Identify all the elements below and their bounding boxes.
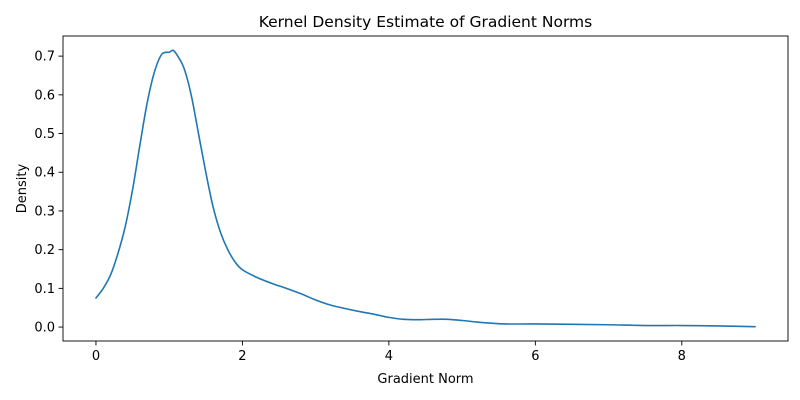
- y-tick-label: 0.0: [34, 321, 55, 336]
- x-tick-label: 2: [238, 349, 246, 364]
- y-axis-ticks: 0.0 0.1 0.2 0.3 0.4 0.5 0.6 0.7: [34, 50, 63, 336]
- y-axis-label: Density: [15, 163, 30, 213]
- y-tick-label: 0.3: [34, 204, 55, 219]
- x-axis-label: Gradient Norm: [377, 372, 473, 387]
- y-tick-label: 0.1: [34, 282, 55, 297]
- x-axis-ticks: 0 2 4 6 8: [92, 341, 686, 364]
- y-tick-label: 0.6: [34, 88, 55, 103]
- x-tick-label: 0: [92, 349, 100, 364]
- x-tick-label: 6: [531, 349, 539, 364]
- plot-area-frame: [62, 35, 789, 342]
- x-tick-label: 8: [678, 349, 686, 364]
- density-curve: [95, 49, 756, 328]
- chart-title: Kernel Density Estimate of Gradient Norm…: [259, 13, 592, 31]
- x-tick-label: 4: [385, 349, 393, 364]
- y-tick-label: 0.4: [34, 166, 55, 181]
- y-tick-label: 0.7: [34, 50, 55, 65]
- y-tick-label: 0.2: [34, 243, 55, 258]
- y-tick-label: 0.5: [34, 127, 55, 142]
